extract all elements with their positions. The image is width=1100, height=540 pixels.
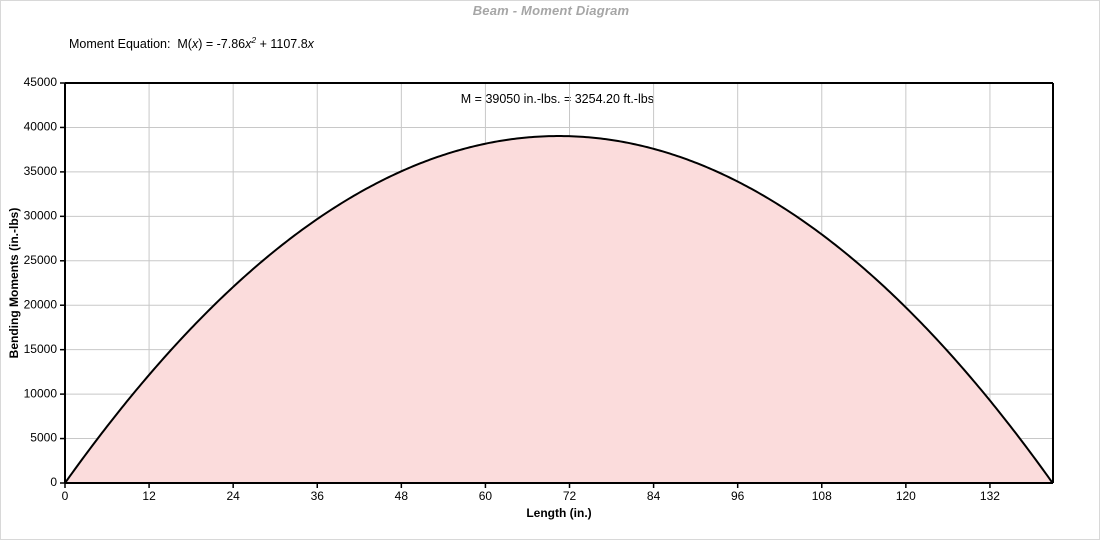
y-axis-tick-label: 30000	[24, 209, 58, 223]
equation-exponent: 2	[251, 34, 257, 45]
y-axis-tick-label: 5000	[30, 431, 57, 445]
x-axis-tick-label: 132	[980, 489, 1000, 503]
x-axis-tick-label: 108	[812, 489, 832, 503]
x-axis-tick-label: 84	[647, 489, 661, 503]
y-axis-tick-label: 10000	[24, 386, 58, 400]
x-axis-tick-label: 96	[731, 489, 745, 503]
x-axis-ticks: 0 12 24 36 48 60 72 84 96 108 120 132	[62, 483, 1000, 503]
page-title: Beam - Moment Diagram	[472, 3, 630, 18]
peak-moment-annotation: M = 39050 in.-lbs. = 3254.20 ft.-lbs	[460, 91, 654, 106]
y-axis-tick-label: 15000	[24, 342, 58, 356]
equation-variable-3: x	[307, 37, 314, 51]
equation-suffix: + 1107.8	[256, 37, 308, 51]
equation-mid: ) = -7.86	[198, 37, 246, 51]
x-axis-tick-label: 48	[395, 489, 409, 503]
y-axis-tick-label: 20000	[24, 297, 58, 311]
moment-curve-line	[64, 135, 1054, 484]
y-axis-ticks: 0 5000 10000 15000 20000 25000 30000 35000 40000…	[24, 75, 65, 489]
y-axis-tick-label: 40000	[24, 120, 58, 134]
y-axis-tick-label: 0	[50, 475, 57, 489]
x-axis-tick-label: 72	[563, 489, 577, 503]
y-axis-tick-label: 25000	[24, 253, 58, 267]
x-axis-tick-label: 0	[62, 489, 69, 503]
x-axis-tick-label: 12	[142, 489, 156, 503]
y-axis-tick-label: 35000	[24, 164, 58, 178]
moment-area-fill	[65, 136, 1053, 483]
x-axis-tick-label: 24	[226, 489, 240, 503]
equation-prefix: Moment Equation: M(	[69, 37, 192, 51]
equation-variable-2: x	[245, 37, 252, 51]
moment-equation-label: Moment Equation: M(x) = -7.86x2 + 1107.8…	[69, 34, 314, 51]
x-axis-tick-label: 120	[896, 489, 916, 503]
y-axis-title: Bending Moments (in.-lbs)	[7, 208, 21, 359]
x-axis-tick-label: 36	[311, 489, 325, 503]
x-axis-tick-label: 60	[479, 489, 493, 503]
y-axis-tick-label: 45000	[24, 75, 58, 89]
equation-variable-1: x	[191, 37, 199, 51]
x-axis-title: Length (in.)	[526, 506, 591, 520]
